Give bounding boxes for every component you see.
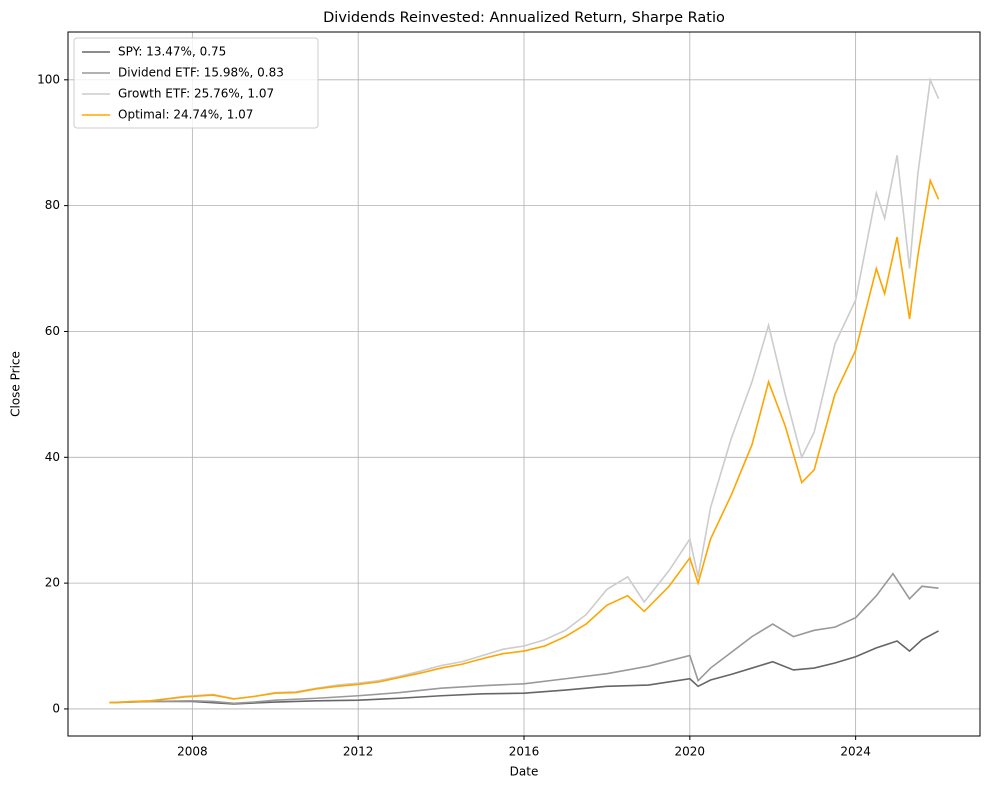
series-line xyxy=(109,177,940,704)
series-line xyxy=(109,630,939,705)
y-tick-label: 80 xyxy=(45,198,60,212)
legend-label: Optimal: 24.74%, 1.07 xyxy=(118,108,253,122)
y-tick-label: 60 xyxy=(45,324,60,338)
y-tick-label: 20 xyxy=(45,576,60,590)
x-tick-label: 2016 xyxy=(509,745,540,759)
series-line xyxy=(109,572,939,705)
y-tick-label: 40 xyxy=(45,450,60,464)
y-axis-label: Close Price xyxy=(9,351,23,417)
legend-label: SPY: 13.47%, 0.75 xyxy=(118,45,226,59)
legend-label: Dividend ETF: 15.98%, 0.83 xyxy=(118,66,284,80)
y-tick-label: 100 xyxy=(37,72,60,86)
x-tick-label: 2024 xyxy=(840,745,871,759)
x-tick-label: 2012 xyxy=(343,745,374,759)
plot-frame xyxy=(67,31,981,737)
x-tick-label: 2008 xyxy=(177,745,208,759)
x-tick-label: 2020 xyxy=(675,745,706,759)
y-tick-label: 0 xyxy=(52,701,60,715)
x-axis-label: Date xyxy=(510,765,539,779)
chart-title: Dividends Reinvested: Annualized Return,… xyxy=(323,10,725,26)
legend-label: Growth ETF: 25.76%, 1.07 xyxy=(118,87,274,101)
legend-box xyxy=(73,37,319,129)
